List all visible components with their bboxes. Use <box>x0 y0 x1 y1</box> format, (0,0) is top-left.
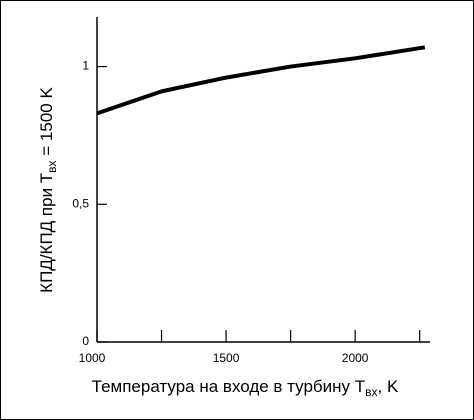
y-tick-label: 0 <box>82 334 89 348</box>
x-tick-label: 1000 <box>79 351 106 365</box>
x-title-sub: вх <box>365 385 377 399</box>
y-tick-label: 1 <box>82 59 89 73</box>
line-series <box>96 45 426 116</box>
y-title-suffix: = 1500 K <box>37 87 56 161</box>
y-tick-label: 0,5 <box>72 196 89 210</box>
x-axis-title: Температура на входе в турбину Tвх, K <box>92 377 399 399</box>
y-axis-title: КПД/КПД при Tвх = 1500 K <box>37 87 59 293</box>
y-title-sub: вх <box>45 160 59 172</box>
x-title-suffix: , K <box>378 377 399 396</box>
x-title-text: Температура на входе в турбину T <box>92 377 366 396</box>
x-tick-label: 2000 <box>342 351 369 365</box>
y-title-text: КПД/КПД при T <box>37 173 56 293</box>
x-tick-label: 1500 <box>213 351 240 365</box>
